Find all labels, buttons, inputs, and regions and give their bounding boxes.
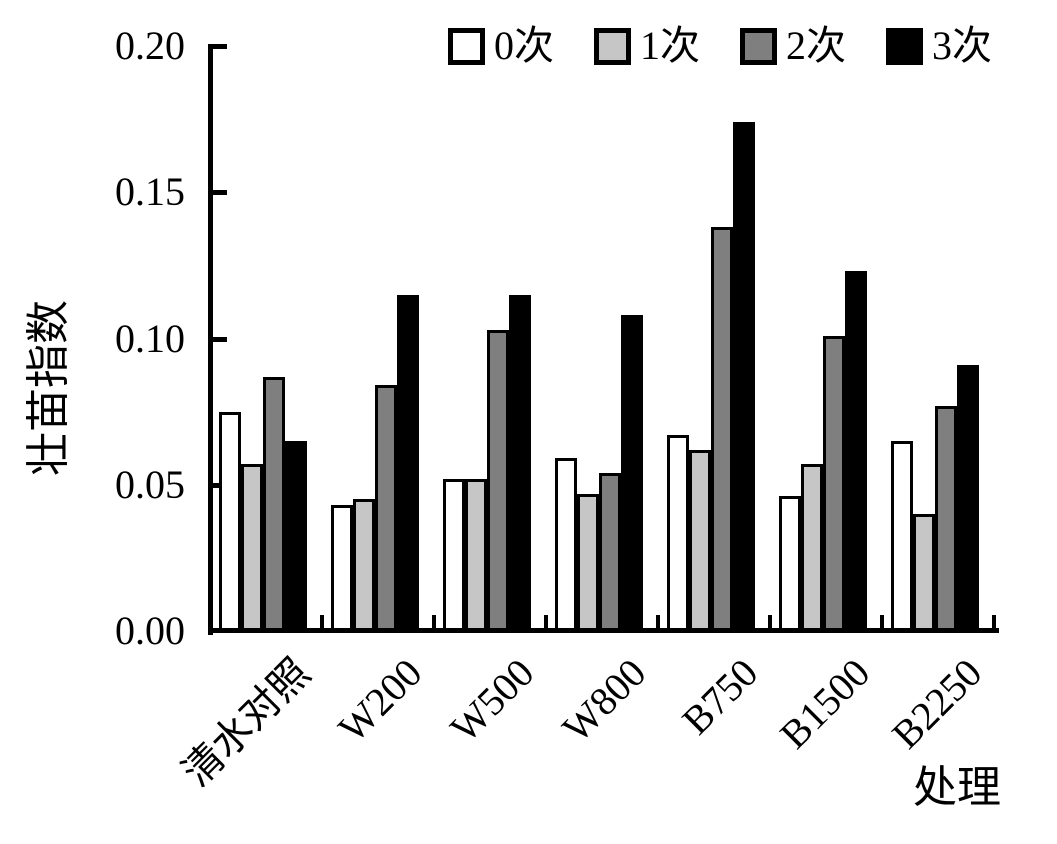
x-tick-mark [432,615,436,628]
x-tick-mark [992,615,996,628]
bar-1次-W200 [353,499,375,631]
bar-0次-W500 [443,479,465,631]
x-tick-mark [544,615,548,628]
legend-label: 1次 [640,23,700,68]
x-tick-mark [656,615,660,628]
y-tick-label: 0.15 [115,169,185,215]
bar-2次-B1500 [823,336,845,631]
legend-swatch-icon [740,27,777,65]
legend-swatch-icon [886,27,923,65]
bar-1次-W800 [577,494,599,631]
bar-0次-清水对照 [219,412,241,631]
x-tick-mark [768,615,772,628]
bar-2次-B2250 [935,406,957,631]
chart-legend: 0次 1次 2次 3次 [448,26,992,66]
x-category-label: W500 [441,649,543,751]
bar-1次-B1500 [801,464,823,631]
bar-0次-B1500 [779,496,801,631]
bar-2次-W200 [375,385,397,631]
legend-label: 2次 [786,23,846,68]
bar-2次-W800 [599,473,621,631]
x-axis-title: 处理 [913,763,1001,812]
y-tick-label: 0.05 [115,461,185,507]
legend-label: 3次 [932,23,992,68]
x-tick-mark [320,615,324,628]
y-tick-mark [213,190,227,196]
bar-0次-W800 [555,458,577,631]
y-tick-label: 0.10 [115,315,185,361]
bar-3次-B1500 [845,271,867,631]
bar-0次-B2250 [891,441,913,631]
bar-3次-B2250 [957,365,979,631]
bar-2次-W500 [487,330,509,631]
legend-label: 0次 [494,23,554,68]
x-category-label: B750 [673,649,767,743]
bar-1次-B2250 [913,514,935,631]
bar-3次-W500 [509,295,531,631]
x-tick-mark [880,615,884,628]
bar-1次-清水对照 [241,464,263,631]
bar-3次-W800 [621,315,643,631]
y-tick-label: 0.00 [115,608,185,653]
y-axis-title: 壮苗指数 [24,300,73,476]
x-category-label: 清水对照 [173,649,319,795]
bar-2次-清水对照 [263,377,285,631]
y-axis-line [208,44,213,635]
bar-3次-清水对照 [285,441,307,631]
legend-item-0次: 0次 [448,26,554,66]
legend-item-3次: 3次 [886,26,992,66]
bar-3次-W200 [397,295,419,631]
y-tick-label: 0.20 [115,23,185,68]
legend-item-2次: 2次 [740,26,846,66]
legend-swatch-icon [448,27,485,65]
x-category-label: W800 [553,649,655,751]
bar-1次-W500 [465,479,487,631]
y-tick-mark [213,44,227,49]
bar-3次-B750 [733,122,755,631]
legend-swatch-icon [594,27,631,65]
bar-0次-B750 [667,435,689,631]
bar-0次-W200 [331,505,353,631]
x-category-label: B2250 [883,649,991,758]
x-category-label: B1500 [771,649,879,758]
y-tick-mark [213,336,227,342]
bar-1次-B750 [689,450,711,631]
bar-2次-B750 [711,227,733,631]
legend-item-1次: 1次 [594,26,700,66]
x-category-label: W200 [329,649,431,751]
